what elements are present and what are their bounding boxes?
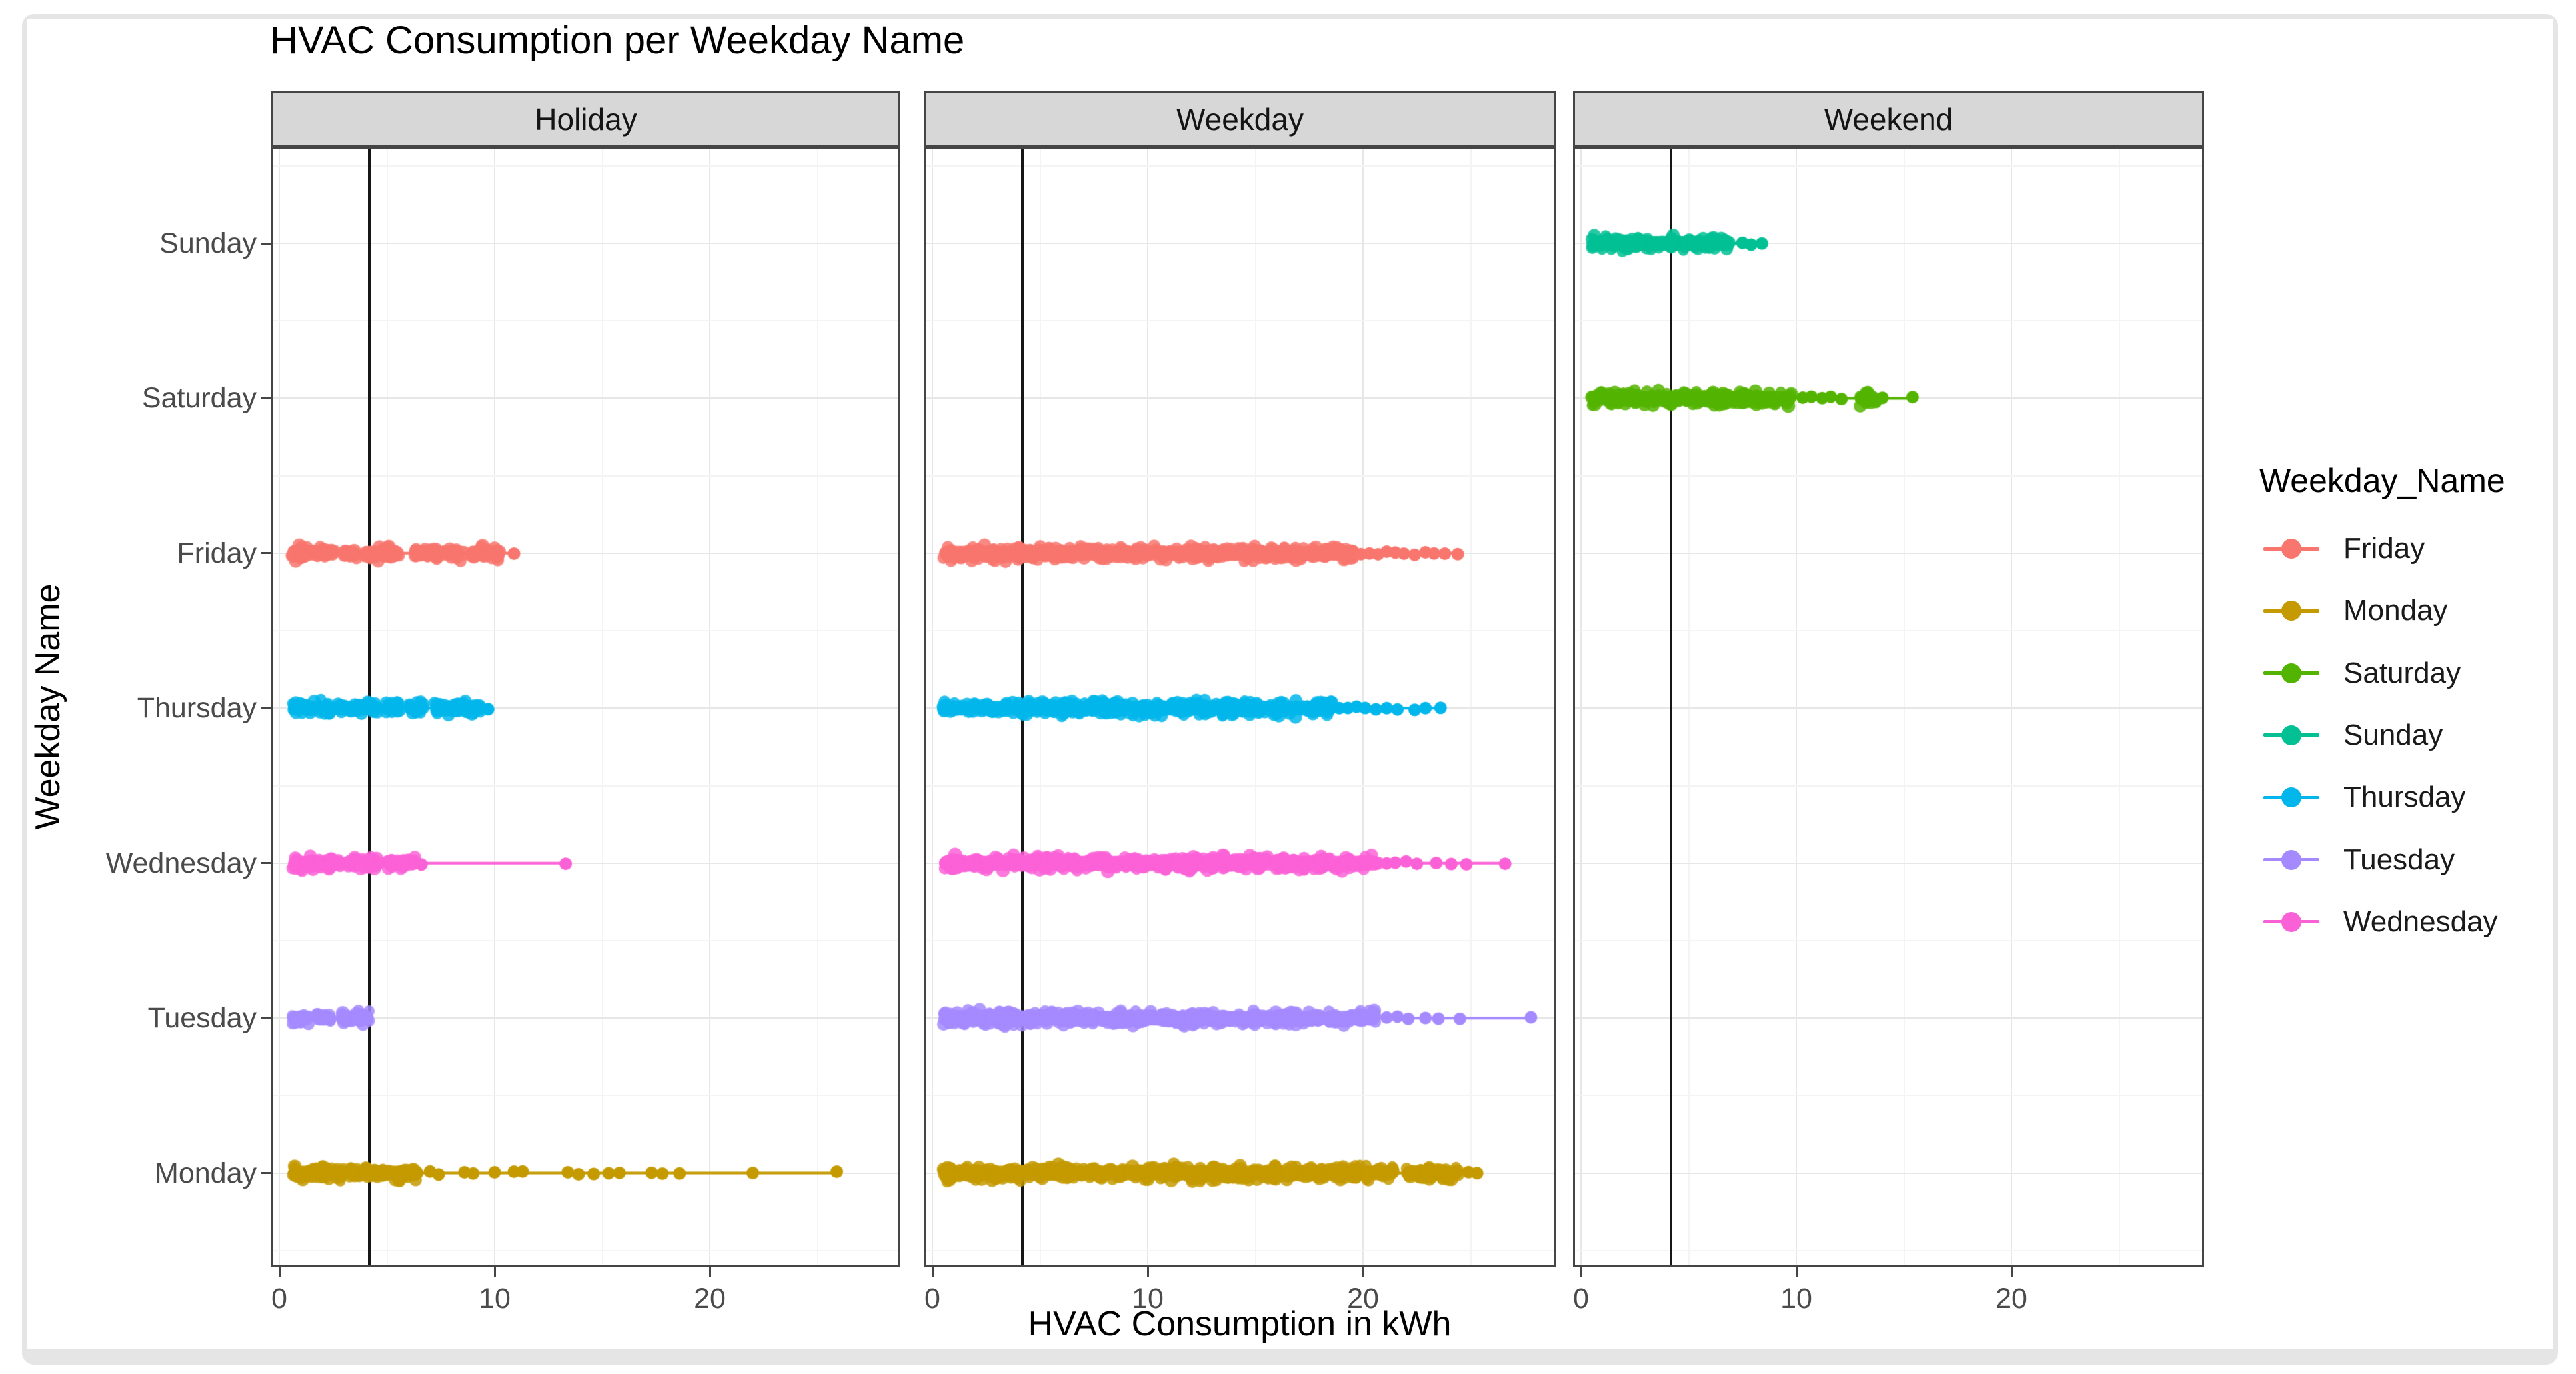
legend-title: Weekday_Name bbox=[2259, 462, 2505, 499]
points-canvas-weekday bbox=[926, 149, 1554, 1265]
y-tick-mark bbox=[261, 242, 271, 245]
y-tick-mark bbox=[261, 862, 271, 865]
legend-entry-label: Friday bbox=[2343, 532, 2425, 565]
facet-strip-holiday: Holiday bbox=[271, 91, 900, 147]
x-tick-mark bbox=[1795, 1267, 1798, 1277]
legend-key-dot-icon bbox=[2281, 601, 2301, 621]
y-tick-mark bbox=[261, 707, 271, 709]
x-tick-label: 10 bbox=[1132, 1283, 1164, 1315]
legend-key-dot-icon bbox=[2281, 787, 2301, 808]
x-tick-label: 0 bbox=[924, 1283, 940, 1315]
y-axis-title: Weekday Name bbox=[29, 583, 67, 830]
y-tick-label: Wednesday bbox=[105, 847, 257, 879]
x-tick-mark bbox=[278, 1267, 281, 1277]
x-tick-label: 10 bbox=[1780, 1283, 1812, 1315]
y-tick-mark bbox=[261, 552, 271, 555]
x-tick-mark bbox=[1146, 1267, 1149, 1277]
x-axis-title: HVAC Consumption in kWh bbox=[1028, 1305, 1452, 1343]
legend-entry-label: Thursday bbox=[2343, 781, 2466, 814]
legend-entry-label: Monday bbox=[2343, 594, 2448, 627]
chart-title: HVAC Consumption per Weekday Name bbox=[270, 19, 965, 62]
legend-entry-label: Wednesday bbox=[2343, 905, 2498, 938]
points-canvas-holiday bbox=[273, 149, 898, 1265]
x-tick-label: 20 bbox=[1347, 1283, 1379, 1315]
y-tick-mark bbox=[261, 1172, 271, 1175]
x-tick-label: 20 bbox=[694, 1283, 726, 1315]
x-tick-mark bbox=[1362, 1267, 1364, 1277]
x-tick-mark bbox=[1580, 1267, 1582, 1277]
facet-strip-label: Weekday bbox=[1176, 102, 1304, 137]
y-tick-label: Friday bbox=[177, 537, 257, 569]
facet-strip-label: Holiday bbox=[535, 102, 637, 137]
x-tick-mark bbox=[2010, 1267, 2013, 1277]
y-tick-mark bbox=[261, 397, 271, 399]
facet-panel-weekday bbox=[924, 147, 1556, 1267]
legend-key-dot-icon bbox=[2281, 539, 2301, 559]
x-tick-mark bbox=[708, 1267, 711, 1277]
legend-key-dot-icon bbox=[2281, 663, 2301, 683]
y-tick-mark bbox=[261, 1017, 271, 1019]
legend-key-dot-icon bbox=[2281, 911, 2301, 932]
y-tick-label: Thursday bbox=[137, 692, 257, 725]
legend-entry-label: Sunday bbox=[2343, 718, 2443, 751]
facet-panel-weekend bbox=[1573, 147, 2204, 1267]
facet-strip-weekend: Weekend bbox=[1573, 91, 2204, 147]
legend-entry-label: Saturday bbox=[2343, 656, 2461, 689]
x-tick-label: 0 bbox=[271, 1283, 287, 1315]
legend-entry-label: Tuesday bbox=[2343, 843, 2455, 876]
facet-strip-weekday: Weekday bbox=[924, 91, 1556, 147]
facet-strip-label: Weekend bbox=[1824, 102, 1953, 137]
legend-key-dot-icon bbox=[2281, 849, 2301, 870]
y-tick-label: Tuesday bbox=[147, 1002, 257, 1035]
x-tick-label: 20 bbox=[1995, 1283, 2027, 1315]
x-tick-mark bbox=[931, 1267, 934, 1277]
y-tick-label: Saturday bbox=[141, 382, 257, 415]
y-tick-label: Monday bbox=[155, 1157, 257, 1189]
x-tick-label: 0 bbox=[1573, 1283, 1589, 1315]
points-canvas-weekend bbox=[1575, 149, 2202, 1265]
legend-key-dot-icon bbox=[2281, 725, 2301, 745]
facet-panel-holiday bbox=[271, 147, 900, 1267]
x-tick-mark bbox=[493, 1267, 496, 1277]
y-tick-label: Sunday bbox=[159, 227, 257, 259]
x-tick-label: 10 bbox=[479, 1283, 511, 1315]
